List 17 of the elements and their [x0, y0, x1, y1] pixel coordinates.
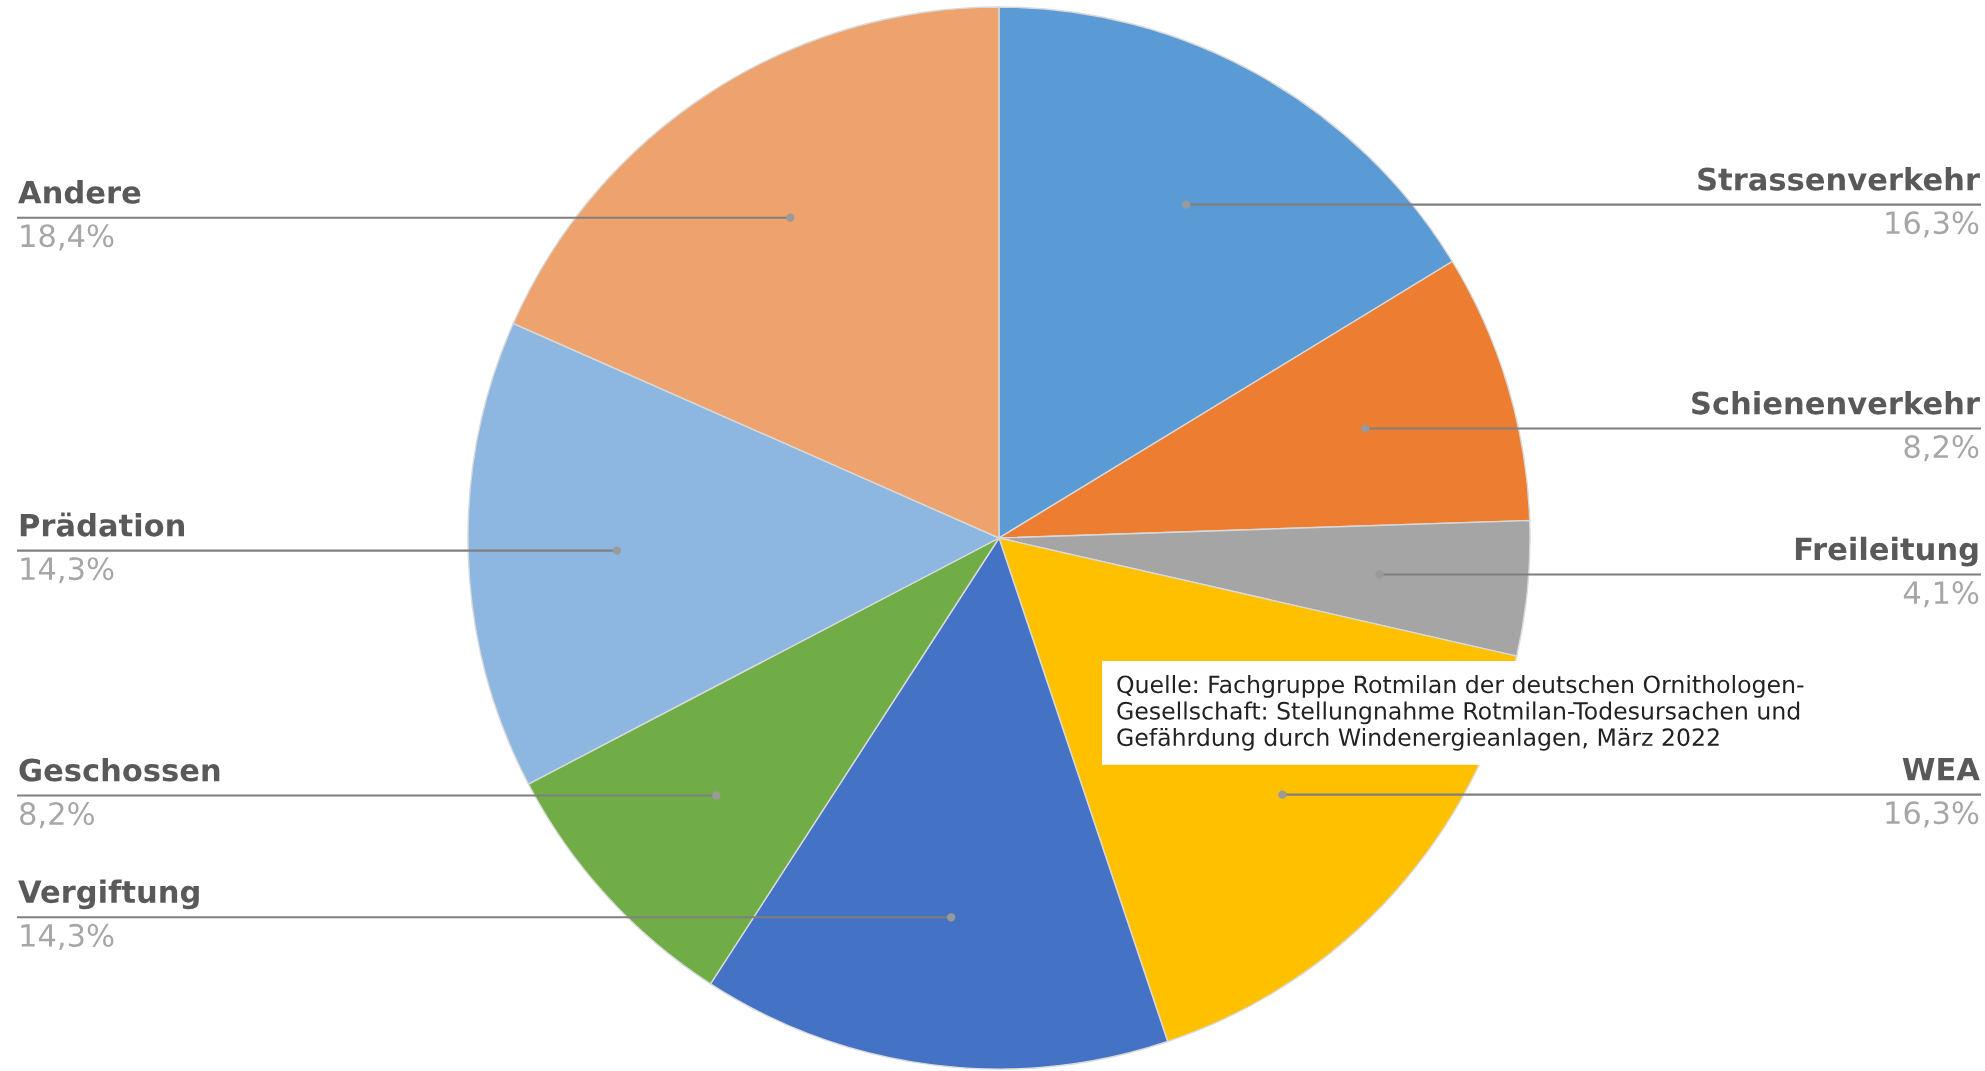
slice-label: Prädation — [20, 512, 185, 537]
slice-label: Schienenverkehr — [1692, 390, 1980, 415]
slice-label: Strassenverkehr — [1698, 167, 1980, 191]
slice-label: Geschossen — [19, 757, 220, 782]
data-label: 18,4% — [21, 224, 114, 251]
data-label: 8,2% — [1904, 435, 1979, 462]
data-label: 4,1% — [1903, 581, 1979, 608]
data-label: 8,2% — [20, 802, 94, 829]
data-label: 14,3% — [21, 923, 114, 951]
data-label: 14,3% — [21, 557, 114, 584]
slice-label: Freileitung — [1795, 536, 1978, 567]
data-label: 16,3% — [1886, 801, 1979, 828]
slice-label: Vergiftung — [18, 879, 199, 910]
slice-label: Andere — [18, 180, 141, 204]
slice-label: WEA — [1902, 758, 1980, 781]
source-note: Quelle: Fachgruppe Rotmilan der deutschen Ornithologen- Gesellschaft: Stellungnahme Rotmilan-Todesursachen und Gefährdung durch Windenergieanlagen, März 2022 — [1117, 675, 1804, 751]
data-label: 16,3% — [1886, 211, 1979, 238]
